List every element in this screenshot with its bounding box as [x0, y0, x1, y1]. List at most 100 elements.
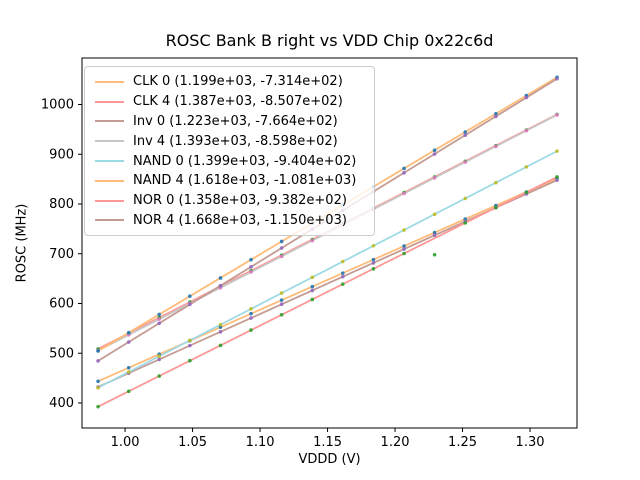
data-point	[279, 298, 284, 302]
x-tick-label: 1.20	[381, 435, 410, 450]
data-point	[96, 385, 100, 390]
data-point	[310, 284, 315, 289]
data-point	[371, 243, 376, 248]
x-tick-label: 1.30	[516, 435, 545, 450]
data-point	[126, 330, 131, 335]
points-nor-0	[96, 175, 559, 409]
fit-lines	[97, 76, 558, 408]
data-point	[96, 404, 100, 409]
data-point	[524, 190, 529, 195]
legend-entry: CLK 4 (1.387e+03, -8.507e+02)	[92, 92, 370, 112]
data-point	[555, 149, 559, 153]
data-point	[432, 152, 437, 156]
data-points	[96, 75, 559, 409]
data-point	[249, 257, 253, 262]
legend-line-swatch	[95, 100, 124, 103]
data-point	[371, 257, 376, 262]
data-point	[402, 251, 406, 256]
data-point	[218, 325, 223, 330]
data-point	[249, 307, 253, 311]
data-point	[432, 212, 437, 217]
legend-entry: NAND 4 (1.618e+03, -1.081e+03)	[92, 171, 370, 191]
data-point	[310, 275, 315, 280]
y-tick-label: 700	[49, 247, 74, 262]
x-tick-label: 1.00	[111, 435, 140, 450]
data-point	[432, 233, 437, 238]
legend-entry: CLK 0 (1.199e+03, -7.314e+02)	[92, 72, 370, 92]
data-point	[218, 283, 223, 288]
data-point	[279, 239, 284, 244]
data-point	[463, 196, 468, 201]
data-point	[340, 282, 345, 286]
y-axis-label: ROSC (MHz)	[14, 203, 30, 283]
data-point	[96, 359, 100, 363]
legend-line-swatch	[95, 80, 124, 83]
data-point	[402, 191, 406, 196]
data-point	[249, 311, 253, 316]
data-point	[279, 312, 284, 317]
x-axis-label: VDDD (V)	[298, 452, 361, 467]
data-point	[279, 254, 284, 259]
data-point	[524, 165, 529, 169]
data-point	[402, 228, 406, 232]
data-point	[249, 328, 253, 332]
x-tick-label: 1.10	[246, 435, 275, 450]
data-point	[157, 312, 162, 317]
data-point	[402, 244, 406, 248]
data-point	[555, 178, 559, 182]
data-point	[340, 274, 345, 279]
data-point	[157, 357, 162, 362]
data-point	[157, 321, 162, 326]
y-tick-label: 900	[49, 147, 74, 162]
data-point	[188, 358, 192, 363]
data-point	[371, 267, 376, 271]
y-tick-label: 500	[49, 346, 74, 361]
data-point	[524, 128, 529, 133]
legend-entry: NOR 0 (1.358e+03, -9.382e+02)	[92, 191, 370, 211]
y-tick-label: 800	[49, 197, 74, 212]
axes-frame	[81, 57, 578, 429]
data-point	[157, 317, 162, 321]
x-tick-label: 1.25	[448, 435, 477, 450]
data-point	[494, 111, 498, 116]
data-point	[249, 270, 253, 274]
legend-label: CLK 4 (1.387e+03, -8.507e+02)	[133, 94, 343, 110]
x-tick-label: 1.15	[313, 435, 342, 450]
data-point	[402, 171, 406, 175]
data-point	[218, 343, 223, 348]
legend-line-swatch	[95, 219, 124, 222]
data-point	[463, 130, 468, 134]
data-point	[494, 114, 498, 119]
points-nand-0	[96, 149, 559, 390]
data-point	[279, 302, 284, 307]
legend-entry: NOR 4 (1.668e+03, -1.150e+03)	[92, 211, 370, 231]
legend-label: Inv 4 (1.393e+03, -8.598e+02)	[133, 133, 338, 149]
data-point	[371, 261, 376, 265]
y-axis-ticks: 400 500 600 700 800 900 1000	[41, 98, 82, 411]
data-point	[218, 330, 223, 334]
data-point	[340, 271, 345, 275]
data-point	[340, 259, 345, 264]
legend-line-swatch	[95, 120, 124, 123]
data-point	[555, 76, 559, 81]
y-tick-label: 600	[49, 297, 74, 312]
data-point	[494, 180, 498, 185]
legend-label: NAND 0 (1.399e+03, -9.404e+02)	[133, 153, 357, 169]
legend-label: NOR 0 (1.358e+03, -9.382e+02)	[133, 193, 347, 209]
fit-line-nand-0	[97, 150, 558, 389]
chart-title: ROSC Bank B right vs VDD Chip 0x22c6d	[165, 31, 494, 50]
data-point	[188, 338, 192, 343]
data-point	[126, 389, 131, 394]
data-point	[157, 374, 162, 378]
data-point	[218, 322, 223, 327]
data-point	[96, 349, 100, 353]
data-point	[494, 205, 498, 210]
legend-entry: Inv 0 (1.223e+03, -7.664e+02)	[92, 112, 370, 132]
data-point	[555, 175, 559, 179]
data-point	[310, 297, 315, 302]
data-point	[126, 340, 131, 344]
data-point	[126, 365, 131, 370]
legend-line-swatch	[95, 179, 124, 182]
